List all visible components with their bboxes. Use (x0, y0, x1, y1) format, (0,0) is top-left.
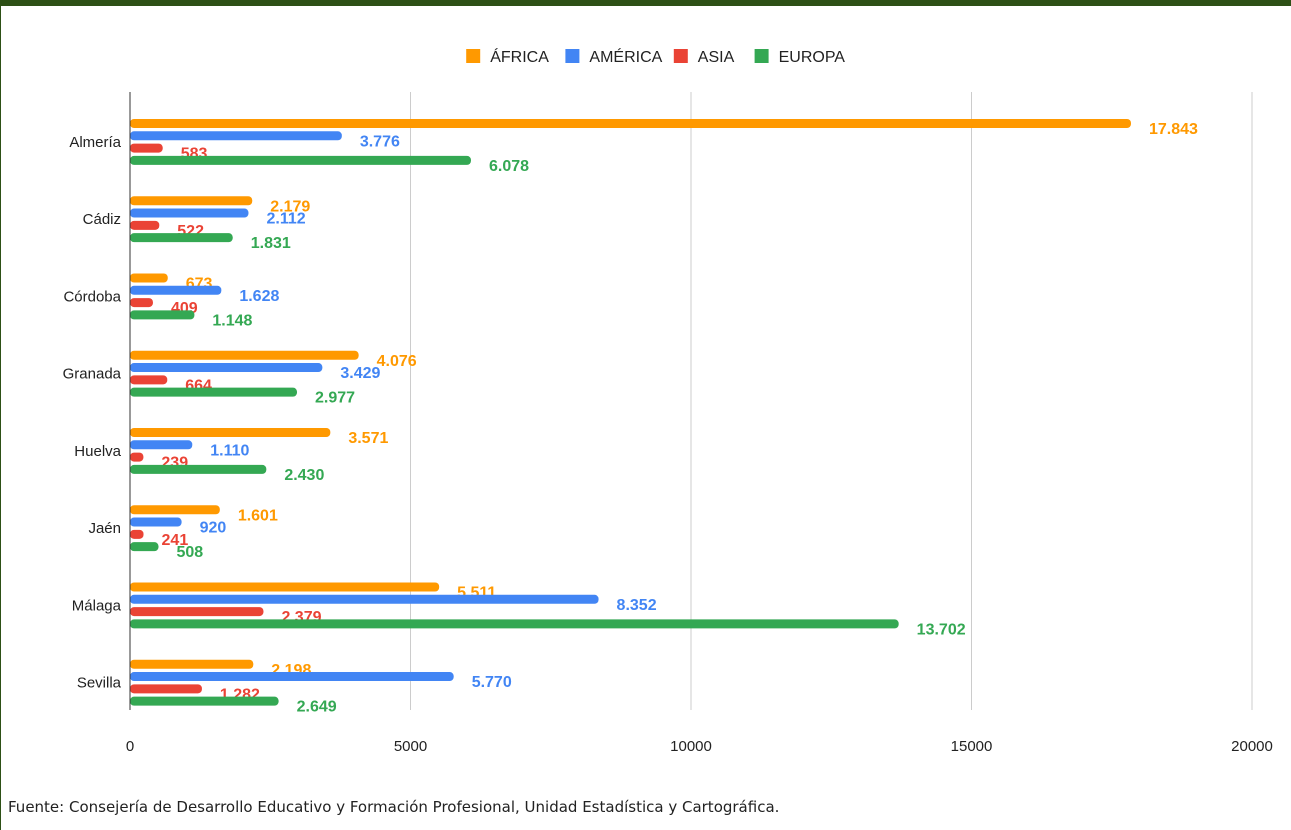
chart-legend: ÁFRICA AMÉRICA ASIA EUROPA (466, 47, 845, 66)
x-axis-ticks: 0 5000 10000 15000 20000 (126, 738, 1273, 755)
gridlines (410, 92, 1253, 710)
bar (130, 542, 159, 552)
category-label: Málaga (72, 597, 122, 614)
bar (130, 350, 359, 360)
y-axis-labels: Almería Cádiz Córdoba Granada Huelva Jaén Mála… (63, 134, 122, 692)
bar (130, 619, 899, 629)
bar (130, 220, 160, 230)
data-label: 241 (162, 532, 189, 549)
source-note: Fuente: Consejería de Desarrollo Educati… (8, 798, 780, 816)
data-label: 1.601 (238, 507, 278, 524)
legend-label: EUROPA (779, 49, 846, 66)
bar (130, 505, 220, 515)
data-label: 2.112 (266, 211, 305, 228)
bar-chart: ÁFRICA AMÉRICA ASIA EUROPA 0 5000 10000 15000 2… (63, 47, 1273, 755)
bar (130, 131, 342, 141)
x-tick-label: 15000 (951, 738, 993, 755)
data-label: 13.702 (917, 621, 966, 638)
bar (130, 452, 144, 462)
bar (130, 143, 163, 153)
data-label: 2.179 (270, 198, 310, 215)
bar (130, 310, 195, 320)
bar (130, 517, 182, 527)
top-border-bar (0, 0, 1291, 6)
category-label: Cádiz (83, 211, 121, 228)
bar (130, 582, 440, 592)
x-tick-label: 0 (126, 738, 134, 755)
data-label: 5.770 (472, 674, 512, 691)
bar (130, 119, 1131, 128)
bars: 17.8433.7765836.0782.1792.1125221.831673… (130, 119, 1198, 716)
data-label: 1.628 (239, 288, 279, 305)
bar (130, 440, 193, 450)
bar (130, 233, 233, 243)
bar (130, 529, 144, 539)
legend-swatch (673, 49, 688, 63)
data-label: 1.110 (210, 442, 249, 459)
bar (130, 298, 153, 308)
data-label: 8.352 (617, 597, 657, 614)
bar (130, 285, 222, 295)
category-label: Sevilla (77, 675, 122, 692)
data-label: 920 (200, 520, 227, 537)
bar (130, 196, 253, 206)
x-tick-label: 20000 (1231, 738, 1273, 755)
data-label: 2.649 (297, 699, 337, 716)
category-label: Jaén (88, 520, 121, 537)
bar (130, 594, 599, 604)
data-label: 508 (176, 544, 203, 561)
x-tick-label: 10000 (670, 738, 712, 755)
bar (130, 696, 279, 706)
bar (130, 155, 471, 165)
bar (130, 273, 168, 283)
left-border-line (0, 0, 1, 830)
bar (130, 363, 323, 373)
legend-label: ÁFRICA (490, 47, 549, 66)
bar (130, 672, 454, 682)
bar (130, 387, 298, 397)
data-label: 4.076 (377, 353, 417, 370)
legend-swatch (565, 49, 580, 63)
data-label: 2.977 (315, 390, 355, 407)
bar (130, 684, 202, 694)
category-label: Almería (69, 134, 121, 151)
data-label: 3.429 (340, 365, 380, 382)
bar (130, 659, 254, 669)
legend-swatch (466, 49, 481, 63)
data-label: 2.430 (284, 467, 324, 484)
data-label: 6.078 (489, 158, 529, 175)
bar (130, 428, 331, 437)
bar (130, 208, 249, 218)
legend-swatch (754, 49, 769, 63)
category-label: Granada (63, 366, 122, 383)
x-tick-label: 5000 (394, 738, 427, 755)
legend-label: ASIA (698, 49, 735, 66)
bar (130, 375, 168, 385)
data-label: 3.571 (348, 430, 388, 447)
data-label: 17.843 (1149, 121, 1198, 138)
category-label: Córdoba (63, 288, 121, 305)
data-label: 1.831 (251, 235, 291, 252)
legend-label: AMÉRICA (589, 47, 662, 66)
data-label: 3.776 (360, 133, 400, 150)
bar (130, 607, 264, 617)
category-label: Huelva (74, 443, 121, 460)
data-label: 1.148 (212, 312, 252, 329)
bar (130, 464, 267, 474)
